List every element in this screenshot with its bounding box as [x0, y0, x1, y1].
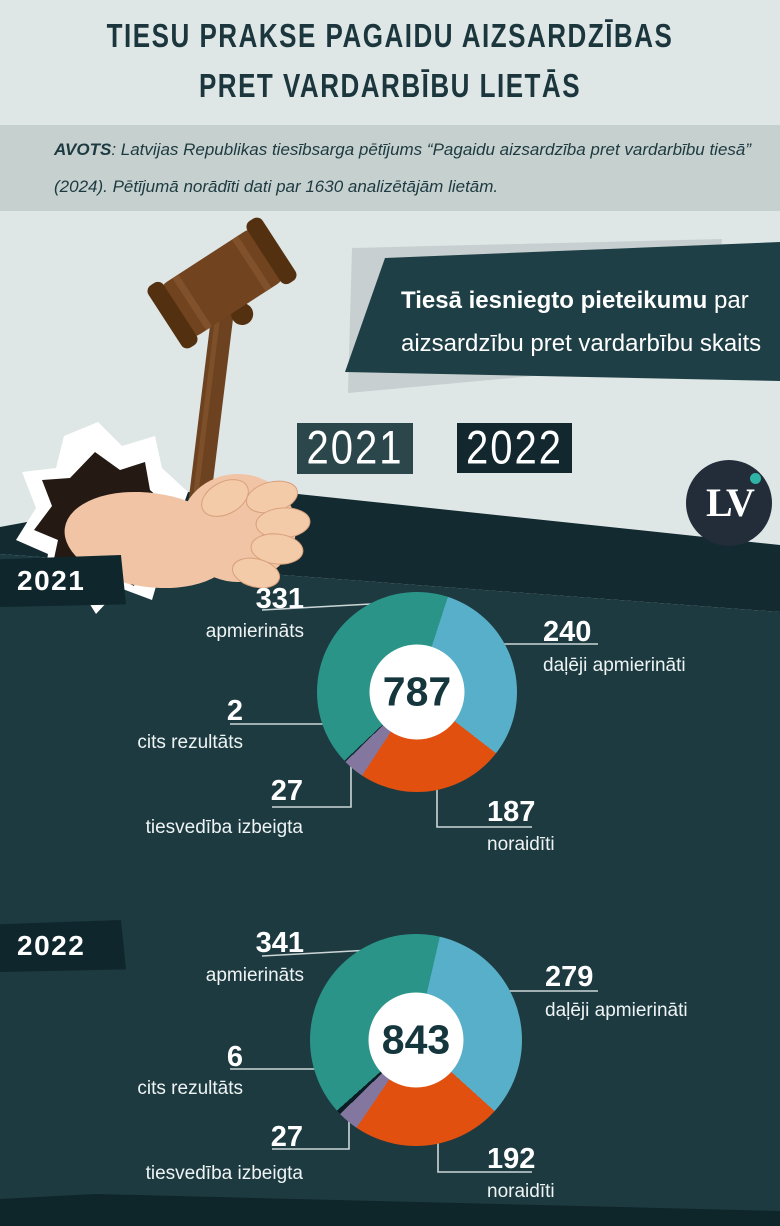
pie-chart-2022: 843 — [310, 934, 522, 1146]
slice-category: apmierināts — [205, 621, 304, 642]
pie-chart-2021: 787 — [317, 592, 517, 792]
slice-label-2021-noraiditi: 187 noraidīti — [487, 798, 555, 856]
dark-panel — [0, 554, 780, 1226]
slice-value: 240 — [543, 616, 592, 648]
slice-category: cits rezultāts — [137, 732, 243, 753]
lv-logo-text: LV — [706, 479, 755, 525]
pie-2022-total: 843 — [381, 1016, 451, 1063]
source-text: : Latvijas Republikas tiesībsarga pētīju… — [54, 140, 752, 196]
leader-line — [261, 949, 372, 957]
pie-2022-center: 843 — [368, 992, 464, 1088]
year-chip-2021: 2021 — [297, 421, 413, 474]
slice-category: tiesvedība izbeigta — [145, 1163, 303, 1184]
year-chip-2022: 2022 — [457, 421, 572, 474]
leader-line — [272, 765, 352, 808]
lv-logo-dot — [750, 473, 761, 484]
slice-category: noraidīti — [487, 1181, 555, 1202]
year-badge-2022: 2022 — [0, 920, 126, 972]
gavel-hand-illustration — [16, 217, 311, 614]
leader-line — [261, 603, 372, 611]
finger — [231, 557, 281, 589]
year-chip-2021-label: 2021 — [306, 421, 404, 474]
slice-label-2021-cits: 2 cits rezultāts — [137, 697, 243, 754]
slice-category: apmierināts — [205, 965, 304, 986]
slice-value: 27 — [270, 1121, 303, 1153]
slice-category: cits rezultāts — [137, 1078, 243, 1099]
slice-value: 331 — [255, 583, 304, 615]
pie-2021-center: 787 — [369, 644, 465, 740]
pie-2021-total: 787 — [382, 668, 452, 715]
finger — [250, 533, 304, 565]
slice-category: noraidīti — [487, 834, 555, 855]
year-chip-2022-label: 2022 — [466, 421, 563, 474]
slice-label-2021-tiesvediba: 27 tiesvedība izbeigta — [146, 777, 303, 839]
slice-label-2022-tiesvediba: 27 tiesvedība izbeigta — [146, 1123, 303, 1185]
slice-value: 192 — [487, 1143, 536, 1175]
slice-label-2021-apmierinats: 331 apmierināts — [206, 585, 304, 643]
slice-value: 2 — [226, 695, 243, 727]
bottom-band — [0, 1194, 780, 1226]
year-badge-2021: 2021 — [0, 555, 126, 607]
page-title-line2: PRET VARDARBĪBU LIETĀS — [198, 66, 582, 105]
slice-label-2021-daleji: 240 daļēji apmierināti — [543, 618, 686, 677]
slice-category: daļēji apmierināti — [545, 1000, 688, 1021]
thumb — [201, 479, 249, 517]
source-note: AVOTS: Latvijas Republikas tiesībsarga p… — [54, 131, 760, 205]
leader-line — [436, 780, 532, 828]
slice-value: 27 — [270, 775, 303, 807]
source-label: AVOTS — [54, 140, 112, 159]
banner-shape — [345, 242, 780, 381]
slice-value: 6 — [226, 1041, 243, 1073]
slice-label-2022-noraiditi: 192 noraidīti — [487, 1145, 555, 1203]
slice-value: 341 — [255, 927, 304, 959]
page-title-line1: TIESU PRAKSE PAGAIDU AIZSARDZĪBAS — [106, 16, 674, 55]
lv-logo: LV — [686, 460, 772, 546]
slice-label-2022-daleji: 279 daļēji apmierināti — [545, 963, 688, 1022]
banner-title-bold: Tiesā iesniegto pieteikumu — [401, 287, 708, 314]
gavel-handle — [183, 300, 234, 554]
gavel-head — [147, 217, 297, 349]
slice-label-2022-cits: 6 cits rezultāts — [137, 1043, 243, 1100]
slice-category: daļēji apmierināti — [543, 655, 686, 676]
banner-title-rest: par aizsardzību pret vardarbību skaits — [401, 287, 762, 357]
source-band — [0, 125, 780, 211]
slice-value: 187 — [487, 796, 536, 828]
banner-title: Tiesā iesniegto pieteikumu par aizsardzī… — [401, 279, 780, 365]
slice-category: tiesvedība izbeigta — [145, 817, 303, 838]
slice-label-2022-apmierinats: 341 apmierināts — [206, 929, 304, 987]
slice-value: 279 — [545, 961, 594, 993]
